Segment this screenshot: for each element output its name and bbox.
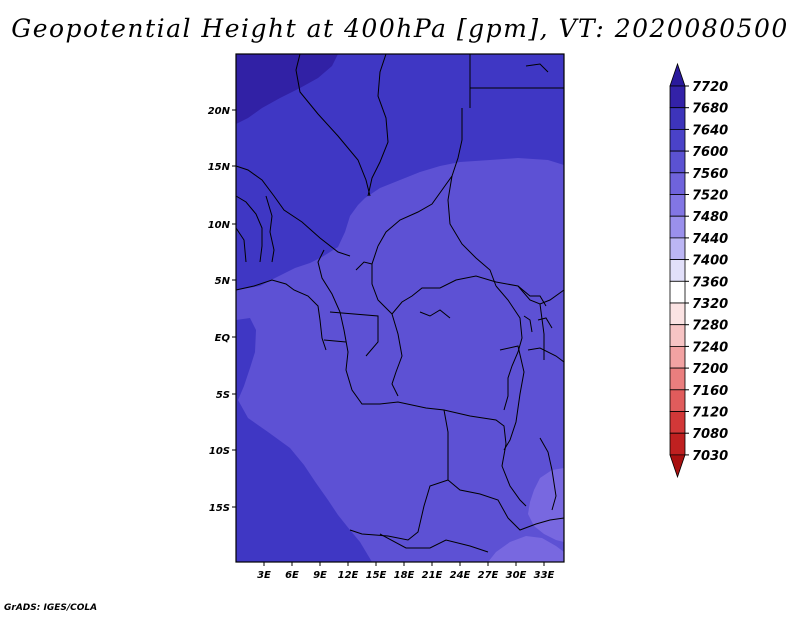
field-region-7600-south [236, 318, 372, 562]
colorbar-segment [669, 411, 686, 434]
lat-label: EQ [215, 333, 231, 344]
lat-label: 20N [208, 106, 231, 117]
colorbar-label: 7320 [692, 297, 728, 312]
country-borders [235, 53, 565, 553]
colorbar-label: 7560 [692, 167, 728, 182]
lat-labels: 20N 15N 10N 5N EQ 5S 10S 15S [208, 106, 231, 514]
colorbar-label: 7520 [692, 189, 728, 204]
lon-label: 3E [257, 570, 271, 581]
colorbar-segment [669, 324, 686, 347]
colorbar-segment [669, 215, 686, 239]
colorbar-segment [669, 85, 686, 109]
lon-labels: 3E 6E 9E 12E 15E 18E 21E 24E 27E 30E 33E [257, 570, 554, 581]
colorbar-label: 7030 [692, 449, 728, 464]
colorbar-label: 7400 [692, 254, 728, 269]
colorbar-segment [669, 128, 686, 152]
lon-label: 12E [338, 570, 359, 581]
chart-title: Geopotential Height at 400hPa [gpm], VT:… [11, 14, 789, 43]
colorbar-label: 7440 [692, 232, 728, 247]
colorbar-label: 7600 [692, 145, 728, 160]
colorbar-label: 7480 [692, 210, 728, 225]
lon-label: 9E [313, 570, 327, 581]
field-region-7600-north [236, 54, 564, 290]
lat-label: 15S [209, 503, 230, 514]
colorbar-segment [669, 194, 686, 217]
lat-label: 15N [208, 162, 231, 173]
lat-label: 5S [216, 390, 230, 401]
lon-ticks [263, 562, 545, 566]
colorbar-segment [669, 280, 686, 304]
colorbar-label: 7280 [692, 319, 728, 334]
colorbar-segment [669, 237, 686, 260]
lon-label: 27E [478, 570, 499, 581]
map-panel [236, 54, 564, 562]
lon-label: 30E [506, 570, 527, 581]
colorbar-bottom-triangle [669, 454, 686, 479]
colorbar-label: 7120 [692, 406, 728, 421]
colorbar-label: 7160 [692, 384, 728, 399]
lon-label: 15E [366, 570, 387, 581]
colorbar-segment [669, 345, 686, 369]
map-frame [235, 53, 565, 563]
lat-ticks [232, 109, 236, 508]
colorbar: 7720 7680 7640 7600 7560 7520 7480 7440 7400 7360… [669, 62, 728, 479]
lat-label: 10N [208, 220, 231, 231]
field-region-7560-south [488, 536, 564, 562]
colorbar-label: 7640 [692, 123, 728, 138]
colorbar-label: 7200 [692, 362, 728, 377]
lon-label: 21E [422, 570, 443, 581]
colorbar-label: 7240 [692, 340, 728, 355]
colorbar-segment [669, 389, 686, 412]
field-region-7640 [236, 54, 338, 124]
colorbar-segment [669, 172, 686, 195]
colorbar-segment [669, 107, 686, 130]
colorbar-label: 7080 [692, 427, 728, 442]
colorbar-top-triangle [669, 62, 686, 87]
lon-label: 24E [450, 570, 471, 581]
colorbar-segment [669, 150, 686, 174]
colorbar-segment [669, 259, 686, 282]
colorbar-segment [669, 367, 686, 391]
lat-label: 10S [209, 446, 230, 457]
grads-credit: GrADS: IGES/COLA [4, 603, 98, 613]
colorbar-segment [669, 432, 686, 456]
lat-label: 5N [215, 276, 231, 287]
colorbar-label: 7680 [692, 102, 728, 117]
colorbar-segment [669, 302, 686, 326]
lon-label: 18E [394, 570, 415, 581]
lon-label: 33E [534, 570, 555, 581]
colorbar-label: 7720 [692, 80, 728, 95]
lon-label: 6E [285, 570, 299, 581]
colorbar-label: 7360 [692, 275, 728, 290]
